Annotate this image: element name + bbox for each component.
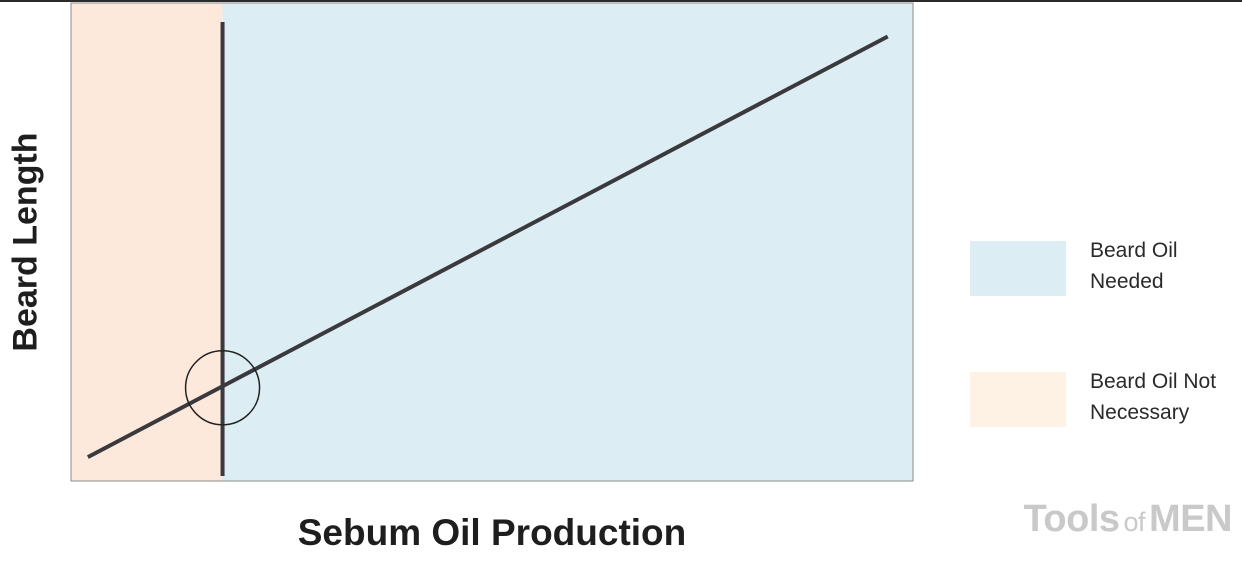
x-axis-label: Sebum Oil Production (297, 512, 687, 553)
region-oil-not-necessary (71, 3, 223, 481)
logo-word-tools: Tools (1023, 498, 1121, 540)
plot-frame (70, 2, 914, 482)
logo-word-of: of (1123, 507, 1146, 537)
legend-label-oil-needed: Beard Oil Needed (1090, 235, 1242, 297)
intersection-circle (184, 350, 261, 426)
legend-label-oil-not-necessary-line1: Beard Oil Not (1090, 370, 1217, 393)
legend-swatch-oil-needed (970, 241, 1066, 296)
legend-label-oil-not-necessary-line2: Necessary (1090, 401, 1190, 424)
top-rule (0, 0, 1242, 2)
legend-label-oil-not-necessary: Beard Oil Not Necessary (1090, 366, 1242, 428)
logo-word-men: MEN (1149, 498, 1232, 540)
series-line-0 (86, 34, 889, 459)
legend-swatch-oil-not-necessary (970, 372, 1066, 427)
tools-of-men-logo: Tools of MEN (1024, 498, 1233, 541)
region-oil-needed (222, 3, 913, 481)
legend-label-oil-needed-line2: Needed (1090, 270, 1164, 293)
y-axis-label: Beard Length (6, 132, 45, 352)
legend-label-oil-needed-line1: Beard Oil (1090, 239, 1178, 262)
